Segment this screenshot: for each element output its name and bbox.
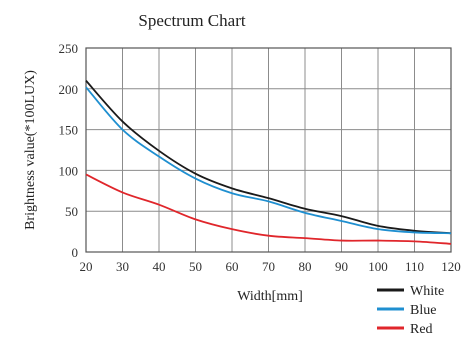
series-line-blue bbox=[85, 86, 452, 235]
y-tick-label: 50 bbox=[65, 204, 78, 219]
grid bbox=[85, 47, 452, 253]
plot-frame bbox=[85, 47, 452, 253]
y-tick-label: 250 bbox=[59, 41, 79, 56]
legend-label-red: Red bbox=[410, 322, 433, 337]
x-tick-label: 70 bbox=[262, 259, 275, 274]
x-tick-label: 80 bbox=[299, 259, 312, 274]
series-lines bbox=[85, 80, 452, 245]
y-tick-label: 100 bbox=[59, 163, 79, 178]
legend-label-white: White bbox=[410, 284, 444, 299]
x-axis-label: Width[mm] bbox=[237, 289, 303, 304]
x-tick-label: 110 bbox=[405, 259, 424, 274]
y-tick-label: 200 bbox=[59, 82, 79, 97]
series-line-red bbox=[85, 173, 452, 245]
series-line-white bbox=[85, 80, 452, 235]
legend-label-blue: Blue bbox=[410, 303, 436, 318]
tick-labels: 20 30 40 50 60 70 80 90 100 110 120 0 50 100 150 200 250 bbox=[59, 41, 461, 274]
x-tick-label: 100 bbox=[368, 259, 388, 274]
y-tick-label: 0 bbox=[72, 245, 79, 260]
y-tick-label: 150 bbox=[59, 123, 79, 138]
chart-title: Spectrum Chart bbox=[138, 11, 245, 30]
legend: White Blue Red bbox=[377, 284, 444, 337]
x-tick-label: 20 bbox=[80, 259, 93, 274]
x-tick-label: 40 bbox=[153, 259, 166, 274]
x-tick-label: 60 bbox=[226, 259, 239, 274]
y-axis-label: Brightness value(*100LUX) bbox=[23, 70, 38, 230]
x-tick-label: 120 bbox=[441, 259, 461, 274]
x-tick-label: 50 bbox=[189, 259, 202, 274]
x-tick-label: 90 bbox=[335, 259, 348, 274]
x-tick-label: 30 bbox=[116, 259, 129, 274]
